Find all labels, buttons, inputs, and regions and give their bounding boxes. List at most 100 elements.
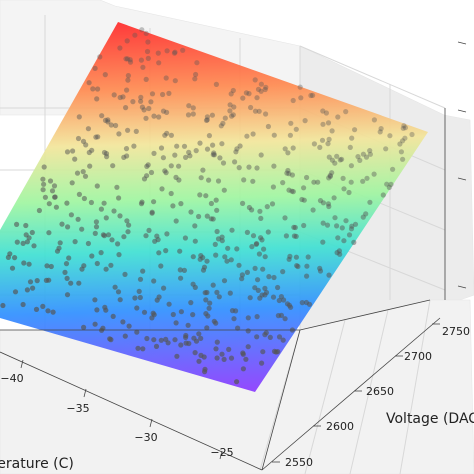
scatter-point <box>384 181 390 187</box>
scatter-point <box>75 135 82 142</box>
scatter-point <box>177 267 183 273</box>
scatter-point <box>317 265 323 271</box>
scatter-point <box>139 27 145 33</box>
scatter-point <box>141 107 147 113</box>
z-tick-marks <box>457 41 467 289</box>
scatter-point <box>280 337 286 343</box>
y-tick-label-2: 2600 <box>326 420 354 433</box>
scatter-point <box>65 224 71 230</box>
scatter-point <box>98 206 104 212</box>
scatter-point <box>276 334 283 340</box>
scatter-point <box>64 275 70 281</box>
scatter-point <box>261 246 267 252</box>
scatter-point <box>193 71 199 78</box>
scatter-point <box>94 183 100 189</box>
scatter-point <box>250 178 256 184</box>
scatter-point <box>185 322 191 328</box>
scatter-point <box>29 229 35 236</box>
scatter-point <box>155 50 161 56</box>
scatter-point <box>174 143 180 149</box>
scatter-point <box>317 198 324 204</box>
scatter-point <box>108 262 114 268</box>
scatter-point <box>95 134 101 140</box>
scatter-point <box>124 56 131 62</box>
scatter-point <box>210 216 216 222</box>
scatter-point <box>59 221 65 227</box>
scatter-point <box>90 86 96 92</box>
scatter-point <box>326 175 332 181</box>
scatter-point <box>240 366 246 372</box>
scatter-point <box>329 157 335 163</box>
scatter-point <box>95 86 101 92</box>
y-tick-label-5: 2750 <box>442 325 470 338</box>
scatter-point <box>113 122 119 129</box>
scatter-point <box>252 285 258 291</box>
scatter-point <box>250 131 256 137</box>
scatter-point <box>215 178 222 184</box>
scatter-point <box>409 131 415 138</box>
scatter-point <box>151 337 157 343</box>
scatter-point <box>124 38 130 44</box>
scatter-point <box>81 195 87 202</box>
scatter-point <box>270 184 276 190</box>
scatter-point <box>226 346 232 352</box>
scatter-point <box>260 349 266 355</box>
scatter-point <box>144 335 150 342</box>
scatter-point <box>89 253 95 259</box>
fitted-surface-plane <box>0 22 428 392</box>
scatter-point <box>46 230 52 236</box>
scatter-point <box>262 285 268 291</box>
scatter-point <box>258 235 264 241</box>
scatter-point <box>178 275 184 281</box>
scatter-point <box>121 234 127 240</box>
scatter-point <box>397 141 403 147</box>
scatter-point <box>258 152 264 158</box>
scatter-point <box>0 302 6 309</box>
scatter-point <box>136 288 142 294</box>
scatter-point <box>105 119 111 125</box>
scatter-point <box>285 167 291 174</box>
scatter-point <box>186 103 192 109</box>
scatter-point <box>339 225 345 231</box>
scatter-point <box>24 287 30 293</box>
scatter-point <box>378 126 384 132</box>
scatter-point <box>100 325 106 331</box>
scatter-point <box>70 148 76 154</box>
scatter-point <box>31 243 37 249</box>
scatter-point <box>190 312 196 318</box>
scatter-point <box>64 292 71 298</box>
scatter-point <box>349 223 355 229</box>
scatter-point <box>254 95 260 101</box>
scatter-point <box>213 197 219 203</box>
scatter-point <box>80 169 86 175</box>
scatter-point <box>125 127 131 133</box>
scatter-point <box>190 254 196 260</box>
scatter-point <box>265 229 271 235</box>
scatter-point <box>138 57 144 63</box>
scatter-point <box>327 172 333 179</box>
scatter-point <box>203 193 209 199</box>
scatter-point <box>390 166 396 172</box>
scatter-point <box>246 164 252 170</box>
scatter-point <box>325 120 332 126</box>
scatter-point <box>132 32 138 38</box>
scatter-point <box>94 260 100 267</box>
scatter-point <box>329 128 335 134</box>
scatter-point <box>234 146 240 152</box>
scatter-point <box>182 235 188 241</box>
scatter-point <box>51 183 58 189</box>
scatter-point <box>98 250 104 256</box>
scatter-point <box>380 192 386 198</box>
scatter-point <box>172 337 178 343</box>
scatter-point <box>196 331 202 337</box>
scatter-point <box>149 91 156 97</box>
scatter-point <box>341 186 347 192</box>
scatter-point <box>105 232 112 238</box>
scatter-point <box>178 201 184 207</box>
scatter-point <box>263 111 269 117</box>
scatter-point <box>198 335 204 341</box>
scatter-point <box>145 55 151 62</box>
scatter-point <box>146 105 152 112</box>
scatter-point <box>93 219 99 225</box>
scatter-point <box>211 150 217 156</box>
